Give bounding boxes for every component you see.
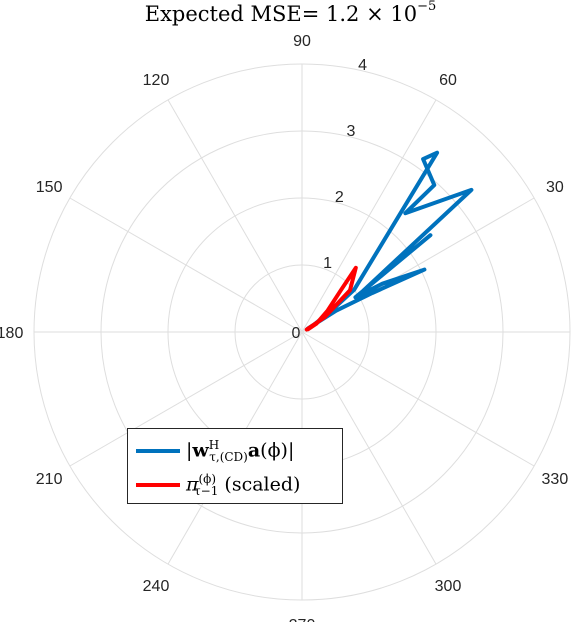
angle-tick-120: 120 bbox=[143, 72, 170, 89]
angle-tick-300: 300 bbox=[435, 578, 462, 595]
angle-tick-210: 210 bbox=[36, 471, 63, 488]
legend-entry-red: π(ϕ)τ−1 (scaled) bbox=[128, 469, 342, 499]
angle-tick-60: 60 bbox=[439, 72, 457, 89]
legend: |wHτ,(CD)a(ϕ)| π(ϕ)τ−1 (scaled) bbox=[127, 428, 343, 504]
polar-grid bbox=[33, 63, 571, 601]
grid-spoke-120 bbox=[167, 99, 303, 333]
grid-spoke-300 bbox=[301, 331, 437, 565]
radial-tick-2: 2 bbox=[335, 189, 344, 206]
grid-spoke-210 bbox=[69, 331, 303, 467]
radial-tick-3: 3 bbox=[346, 123, 355, 140]
chart-title: Expected MSE= 1.2 × 10−5 bbox=[144, 0, 437, 26]
series-line-1 bbox=[304, 265, 358, 332]
series-layer bbox=[304, 150, 474, 332]
angle-tick-330: 330 bbox=[542, 471, 569, 488]
angle-tick-150: 150 bbox=[36, 179, 63, 196]
legend-label-blue: |wHτ,(CD)a(ϕ)| bbox=[186, 438, 295, 465]
legend-swatch-red bbox=[136, 483, 180, 487]
angle-tick-90: 90 bbox=[293, 33, 311, 50]
radial-tick-0: 0 bbox=[292, 325, 301, 342]
radial-tick-1: 1 bbox=[323, 255, 332, 272]
series-line-0 bbox=[305, 150, 474, 331]
grid-spoke-330 bbox=[301, 331, 535, 467]
legend-label-red: π(ϕ)τ−1 (scaled) bbox=[186, 472, 301, 499]
grid-spoke-150 bbox=[69, 197, 303, 333]
angle-tick-30: 30 bbox=[546, 179, 564, 196]
angle-tick-270: 270 bbox=[289, 617, 316, 622]
legend-entry-blue: |wHτ,(CD)a(ϕ)| bbox=[128, 435, 342, 465]
angle-tick-240: 240 bbox=[143, 578, 170, 595]
radial-tick-4: 4 bbox=[358, 57, 367, 74]
legend-swatch-blue bbox=[136, 449, 180, 453]
tick-labels: 030609012015018021024027030033001234 bbox=[0, 33, 569, 622]
angle-tick-180: 180 bbox=[0, 325, 23, 342]
grid-spoke-60 bbox=[301, 99, 437, 333]
